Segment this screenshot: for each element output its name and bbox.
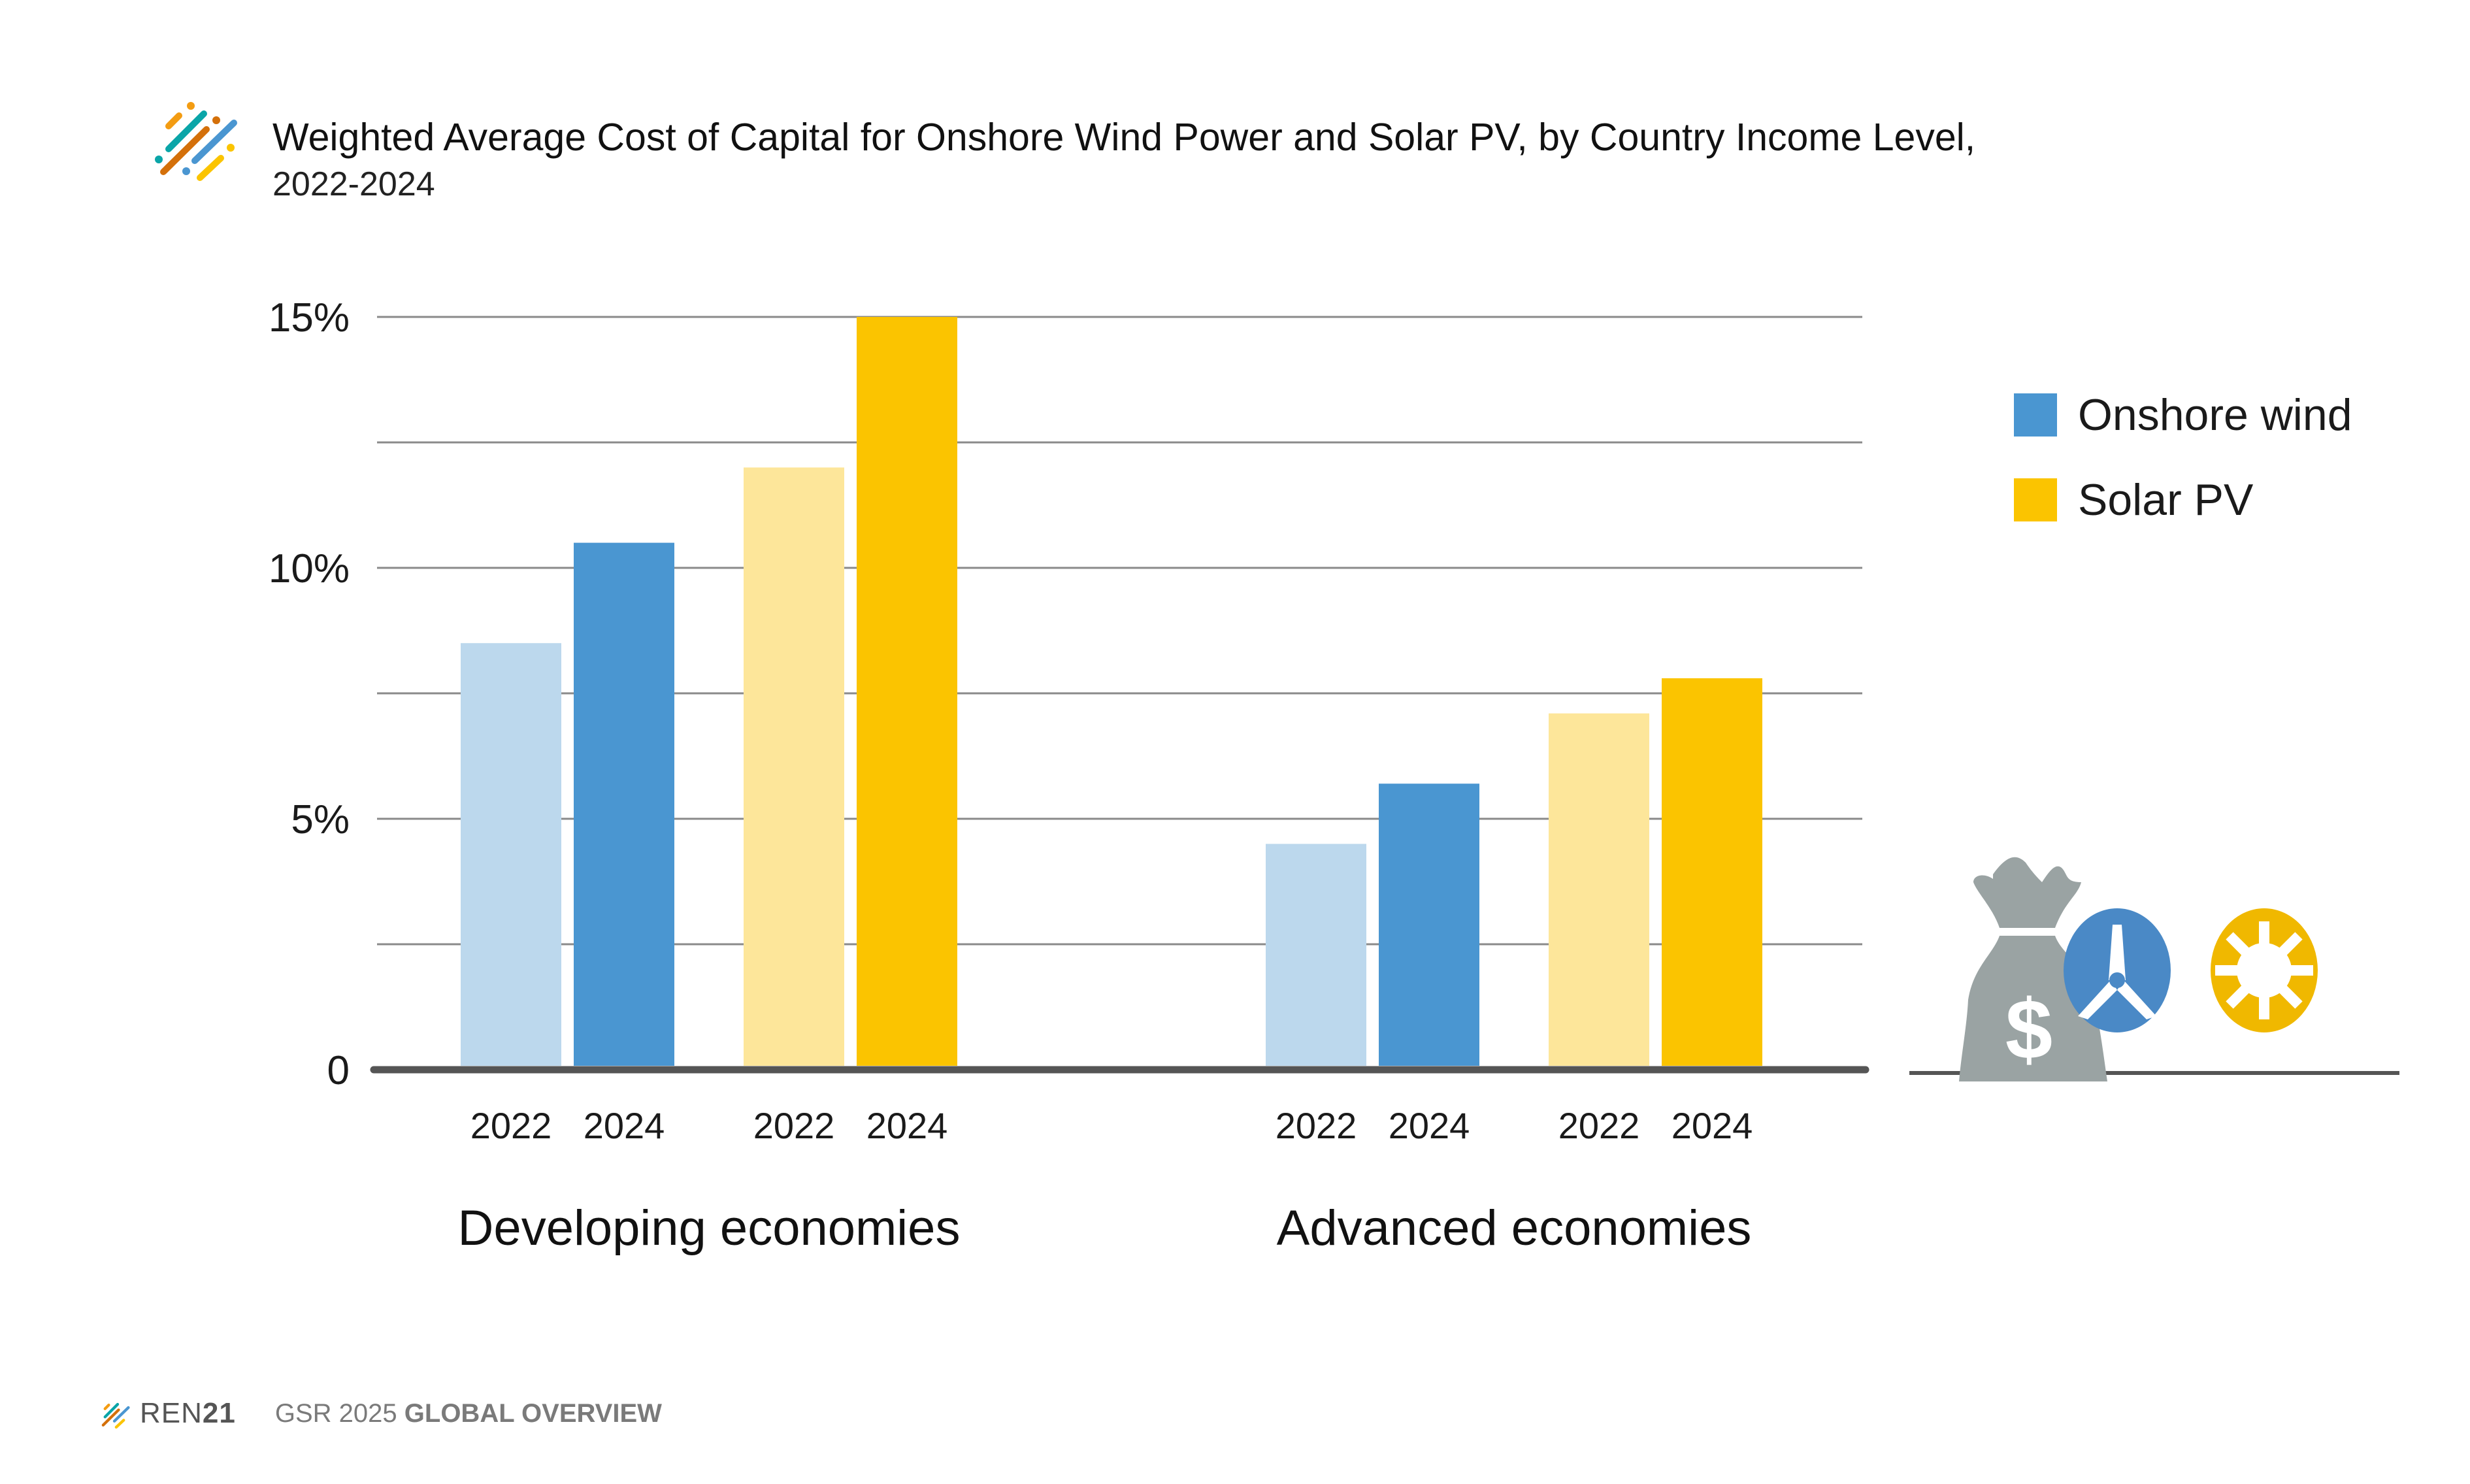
legend-item-solar-pv: Solar PV	[2014, 475, 2352, 525]
report-name: GSR 2025	[274, 1398, 397, 1428]
ren21-logo-icon	[101, 1402, 130, 1429]
y-tick-label: 10%	[269, 546, 350, 591]
decorative-icons: $	[1959, 857, 2318, 1081]
bar-solar-pv-2022	[1549, 713, 1649, 1066]
brand-prefix: REN	[140, 1397, 203, 1429]
bar-solar-pv-2024	[1662, 678, 1762, 1066]
report-section: GLOBAL OVERVIEW	[404, 1398, 662, 1428]
bars	[461, 317, 1762, 1066]
labels: 0 5% 10% 15% 2022 2024 2022 2024 Developing econ…	[269, 295, 1753, 1256]
x-tick-label: 2024	[1671, 1105, 1753, 1146]
chart-subtitle: 2022-2024	[272, 165, 435, 203]
chart-title: Weighted Average Cost of Capital for Ons…	[272, 116, 1976, 159]
footer: REN21 GSR 2025 GLOBAL OVERVIEW	[98, 1397, 662, 1430]
x-tick-label: 2022	[470, 1105, 552, 1146]
bar-onshore-wind-2024	[1379, 783, 1479, 1066]
report-label: GSR 2025 GLOBAL OVERVIEW	[275, 1399, 662, 1428]
y-tick-label: 5%	[291, 797, 350, 842]
legend: Onshore wind Solar PV	[2014, 390, 2352, 562]
brand-suffix: 21	[202, 1397, 236, 1429]
group-label: Advanced economies	[1277, 1200, 1752, 1256]
svg-text:$: $	[2005, 981, 2052, 1077]
legend-item-onshore-wind: Onshore wind	[2014, 390, 2352, 440]
legend-swatch-solar-pv	[2014, 478, 2057, 521]
x-tick-label: 2022	[753, 1105, 835, 1146]
legend-label: Solar PV	[2078, 475, 2254, 525]
ren21-logo-icon	[155, 102, 237, 181]
x-tick-label: 2024	[866, 1105, 948, 1146]
bar-onshore-wind-2022	[461, 643, 561, 1066]
bar-solar-pv-2024	[857, 317, 957, 1066]
legend-swatch-onshore-wind	[2014, 393, 2057, 437]
x-tick-label: 2022	[1276, 1105, 1357, 1146]
brand-name: REN21	[140, 1397, 236, 1430]
bar-onshore-wind-2022	[1266, 844, 1366, 1066]
legend-label: Onshore wind	[2078, 390, 2352, 440]
x-tick-label: 2022	[1558, 1105, 1640, 1146]
bar-solar-pv-2022	[744, 467, 844, 1066]
x-tick-label: 2024	[584, 1105, 665, 1146]
sun-icon	[2211, 908, 2318, 1032]
x-tick-label: 2024	[1389, 1105, 1470, 1146]
wind-turbine-icon	[2064, 908, 2171, 1032]
bar-onshore-wind-2024	[574, 542, 674, 1066]
y-tick-label: 0	[327, 1048, 350, 1093]
y-tick-label: 15%	[269, 295, 350, 340]
group-label: Developing economies	[458, 1200, 961, 1256]
